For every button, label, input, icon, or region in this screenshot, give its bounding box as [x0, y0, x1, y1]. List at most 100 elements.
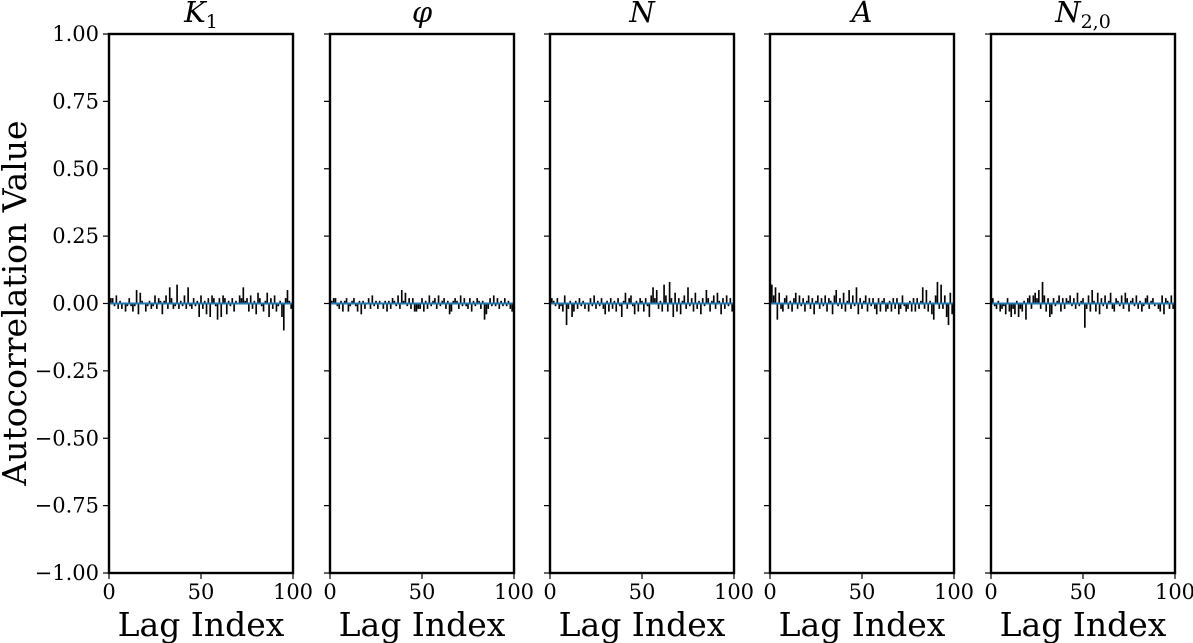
acf-bar [483, 303, 486, 320]
acf-bar [665, 295, 667, 304]
acf-bar [578, 298, 581, 304]
acf-bar [716, 292, 719, 304]
acf-bar [130, 303, 132, 307]
acf-bar [714, 303, 717, 309]
acf-bar [481, 300, 484, 304]
acf-bar [943, 295, 946, 304]
acf-bar [1117, 300, 1119, 304]
acf-bar [918, 303, 920, 309]
acf-bar [242, 287, 245, 304]
acf-bar [1093, 300, 1095, 304]
acf-bar [1095, 303, 1097, 312]
y-tick-label: 0.00 [52, 292, 99, 316]
subplot-title: A [849, 0, 873, 29]
acf-bar [384, 300, 387, 304]
acf-bar [606, 300, 608, 304]
acf-bar [1052, 298, 1055, 304]
acf-bar [163, 300, 166, 304]
acf-bar [281, 303, 283, 317]
acf-bar [457, 303, 460, 309]
acf-bar [807, 295, 810, 304]
acf-bar [353, 298, 355, 304]
acf-bar [152, 303, 154, 307]
acf-bar [1113, 303, 1116, 312]
acf-bar [450, 303, 453, 312]
acf-bar [907, 303, 909, 309]
acf-bar [410, 303, 412, 309]
acf-bar [1004, 303, 1007, 315]
acf-bar [1146, 295, 1149, 304]
acf-bar [657, 303, 660, 309]
acf-bar [503, 298, 506, 304]
acf-bar [213, 298, 215, 304]
acf-bar [133, 303, 136, 307]
acf-bar [718, 300, 721, 304]
acf-bar [615, 303, 618, 312]
acf-bar [574, 300, 577, 304]
acf-bar [1063, 303, 1066, 309]
acf-bar [851, 295, 854, 304]
acf-bar [1139, 300, 1141, 304]
acf-bar [1148, 303, 1151, 309]
acf-bar [428, 295, 431, 304]
plot-frame [548, 32, 736, 575]
acf-bar [879, 303, 882, 312]
acf-bar [377, 303, 379, 309]
acf-bar [1133, 303, 1136, 307]
acf-bar [1074, 303, 1077, 309]
acf-bar [347, 303, 350, 312]
acf-bar [875, 303, 878, 315]
acf-bar [711, 300, 713, 304]
subplot-2: 0 50 100 φ Lag Index [323, 0, 534, 643]
acf-bar [565, 303, 568, 326]
acf-bar [423, 303, 425, 312]
acf-bar [863, 300, 865, 304]
acf-bar [817, 295, 819, 304]
acf-bar [227, 300, 230, 304]
acf-bar [1067, 300, 1070, 304]
acf-bar [619, 303, 621, 307]
acf-bar [936, 281, 939, 304]
acf-bar [573, 303, 575, 312]
acf-bar [696, 303, 699, 309]
acf-bar [848, 290, 850, 304]
y-tick-label: 0.50 [52, 157, 99, 181]
acf-bar [222, 295, 224, 304]
acf-bar [1153, 303, 1156, 307]
subplot-title: N2,0 [1054, 0, 1111, 33]
acf-bar [892, 298, 895, 304]
acf-bar [1130, 300, 1132, 304]
acf-bar [454, 298, 456, 304]
y-tick-label: 0.25 [52, 224, 99, 248]
acf-bar [617, 298, 619, 304]
acf-bar [467, 303, 469, 309]
acf-bar [255, 303, 258, 315]
acf-bar [861, 303, 863, 309]
x-tick-label: 50 [1070, 580, 1097, 604]
acf-bar [244, 300, 246, 304]
acf-bar [266, 292, 269, 304]
acf-bar [251, 303, 254, 309]
acf-bar [1019, 303, 1022, 309]
acf-bar [723, 303, 726, 309]
x-tick-label: 100 [494, 580, 534, 604]
acf-bar [597, 300, 599, 304]
acf-bar [141, 300, 143, 304]
acf-bar [874, 303, 876, 309]
acf-bar [1036, 298, 1038, 304]
acf-bar [154, 295, 156, 304]
acf-bar [835, 290, 838, 304]
acf-bar [813, 303, 815, 315]
acf-bar [1008, 303, 1011, 312]
acf-bar [205, 303, 208, 315]
acf-bar [388, 300, 390, 304]
acf-bar [354, 303, 357, 307]
acf-bar [694, 292, 697, 304]
acf-bar [997, 300, 1000, 304]
acf-bar [1163, 303, 1165, 315]
acf-bar [1056, 300, 1059, 304]
acf-bar [238, 295, 241, 304]
acf-bar [159, 300, 162, 304]
x-tick-label: 0 [323, 580, 336, 604]
acf-bar [1098, 303, 1101, 315]
